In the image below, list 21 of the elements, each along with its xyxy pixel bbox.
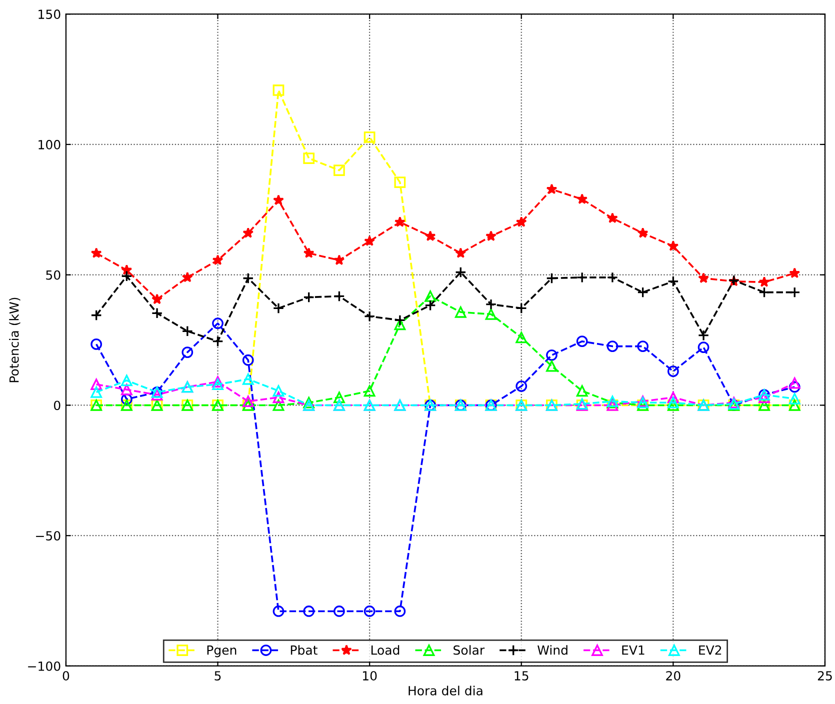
legend-label: Pgen bbox=[207, 646, 236, 658]
legend-label: Wind bbox=[538, 645, 568, 655]
y-tick-label: 50 bbox=[46, 270, 60, 280]
x-tick-label: 5 bbox=[214, 671, 221, 681]
legend-label: Solar bbox=[454, 645, 485, 655]
y-tick-label: 150 bbox=[38, 10, 60, 20]
x-tick-label: 0 bbox=[62, 671, 70, 681]
legend-label: EV1 bbox=[622, 646, 644, 655]
y-tick-label: −50 bbox=[36, 531, 60, 541]
legend-label: EV2 bbox=[699, 645, 722, 655]
legend-label: Pbat bbox=[290, 645, 318, 655]
x-tick-label: 20 bbox=[666, 671, 680, 681]
x-tick-label: 15 bbox=[514, 671, 528, 681]
y-tick-label: 0 bbox=[54, 400, 60, 410]
legend-label: Load bbox=[371, 645, 400, 655]
x-tick-label: 25 bbox=[818, 671, 832, 681]
x-tick-label: 10 bbox=[362, 671, 377, 681]
y-tick-label: −100 bbox=[28, 661, 60, 671]
y-axis-title: Potencia (kW) bbox=[9, 298, 20, 382]
x-axis-title: Hora del dia bbox=[408, 686, 482, 696]
y-tick-label: 100 bbox=[38, 140, 60, 150]
